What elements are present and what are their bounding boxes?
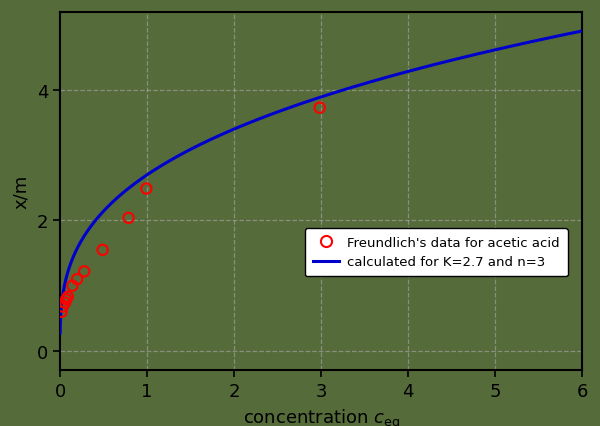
Point bbox=[61, 296, 71, 303]
Legend: Freundlich's data for acetic acid, calculated for K=2.7 and n=3: Freundlich's data for acetic acid, calcu… bbox=[305, 228, 568, 277]
Point bbox=[63, 294, 73, 300]
Point bbox=[79, 268, 89, 275]
Point bbox=[142, 186, 151, 193]
Point bbox=[315, 105, 325, 112]
Point bbox=[124, 215, 133, 222]
Point bbox=[72, 276, 82, 283]
Y-axis label: x/m: x/m bbox=[12, 175, 30, 209]
Point bbox=[60, 299, 70, 306]
Point bbox=[58, 303, 67, 310]
X-axis label: concentration $\mathit{c}_{\rm eq}$: concentration $\mathit{c}_{\rm eq}$ bbox=[242, 407, 400, 426]
Point bbox=[57, 309, 67, 316]
Point bbox=[68, 282, 77, 289]
Point bbox=[98, 247, 107, 253]
